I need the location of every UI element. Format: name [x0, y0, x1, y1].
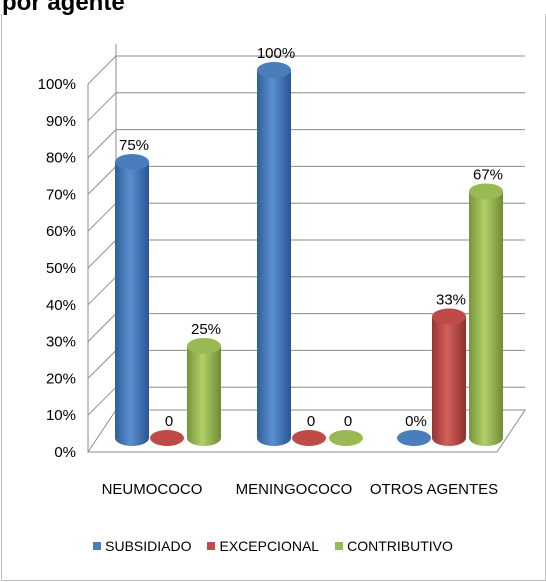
y-tick-label: 100%: [38, 76, 76, 93]
bar-excepcional-body: [432, 316, 466, 446]
y-tick-label: 80%: [46, 150, 76, 167]
bar-subsidiado: [397, 430, 431, 446]
value-label-excepcional: 33%: [436, 292, 466, 309]
bar-contributivo: [469, 183, 503, 446]
bar-contributivo: [187, 338, 221, 446]
gridline-side: [87, 129, 117, 158]
legend-label-subsidiado: SUBSIDIADO: [105, 538, 192, 554]
category-label: NEUMOCOCO: [102, 481, 203, 498]
y-tick-label: 10%: [46, 407, 76, 424]
gridline-side: [87, 350, 117, 379]
bar-subsidiado-disc: [397, 430, 431, 446]
category-label: MENINGOCOCO: [236, 481, 353, 498]
value-label-contributivo: 25%: [191, 321, 221, 338]
value-label-excepcional: 0: [307, 413, 315, 430]
bar-excepcional-top: [432, 308, 466, 325]
bar-subsidiado-body: [257, 70, 291, 446]
bar-contributivo-body: [469, 191, 503, 446]
gridline-side: [87, 202, 117, 232]
gridline-side: [87, 276, 117, 306]
legend-label-contributivo: CONTRIBUTIVO: [347, 538, 453, 554]
legend-swatch-subsidiado: [93, 542, 102, 550]
y-tick-label: 60%: [46, 223, 76, 240]
gridline-side: [87, 166, 117, 195]
bar-excepcional: [292, 430, 326, 446]
bar-contributivo-top: [469, 183, 503, 200]
bar-excepcional-disc: [292, 430, 326, 446]
bar-subsidiado-body: [115, 162, 149, 446]
y-tick-label: 50%: [46, 260, 76, 277]
value-label-subsidiado: 75%: [119, 137, 149, 154]
legend-swatch-contributivo: [335, 542, 344, 550]
gridline-side: [87, 92, 117, 122]
value-label-subsidiado: 100%: [257, 45, 295, 62]
bar-excepcional: [432, 308, 466, 446]
bar-subsidiado: [115, 154, 149, 446]
legend-item-subsidiado: SUBSIDIADO: [93, 538, 191, 554]
bar-excepcional-disc: [150, 430, 184, 446]
legend-item-contributivo: CONTRIBUTIVO: [335, 538, 453, 554]
y-tick-label: 0%: [54, 444, 76, 461]
value-label-contributivo: 0: [344, 413, 352, 430]
legend-item-excepcional: EXCEPCIONAL: [207, 538, 319, 554]
y-tick-label: 30%: [46, 334, 76, 351]
category-label: OTROS AGENTES: [370, 481, 498, 498]
value-label-contributivo: 67%: [473, 166, 503, 183]
gridline-side: [87, 386, 117, 416]
bar-contributivo-top: [187, 338, 221, 354]
bar-contributivo-body: [187, 346, 221, 446]
bar-contributivo: [329, 430, 363, 446]
legend-label-excepcional: EXCEPCIONAL: [219, 538, 320, 554]
value-label-excepcional: 0: [165, 413, 173, 430]
chart-title-fragment: por agente: [2, 0, 125, 16]
gridline-side: [87, 239, 117, 269]
y-tick-label: 20%: [46, 370, 76, 387]
y-tick-label: 90%: [46, 113, 76, 130]
bar-subsidiado: [257, 62, 291, 446]
y-tick-label: 40%: [46, 297, 76, 314]
y-tick-label: 70%: [46, 186, 76, 203]
legend: SUBSIDIADO EXCEPCIONAL CONTRIBUTIVO: [0, 538, 546, 554]
gridline-side: [87, 55, 117, 85]
value-label-subsidiado: 0%: [405, 413, 427, 430]
bar-contributivo-disc: [329, 430, 363, 446]
bar-excepcional: [150, 430, 184, 446]
legend-swatch-excepcional: [207, 542, 216, 550]
bar-subsidiado-top: [257, 62, 291, 78]
gridline-side: [87, 313, 117, 342]
bar-subsidiado-top: [115, 154, 149, 170]
